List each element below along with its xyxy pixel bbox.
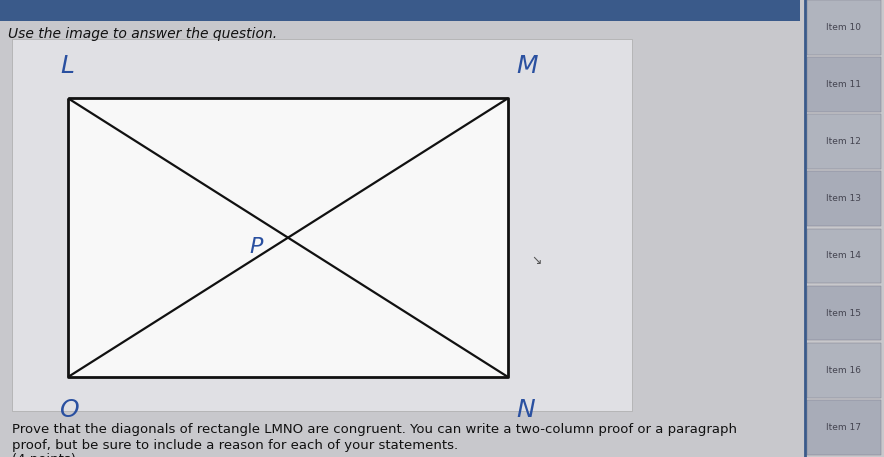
FancyBboxPatch shape — [12, 39, 632, 411]
Text: ↘: ↘ — [530, 254, 541, 267]
FancyBboxPatch shape — [807, 0, 880, 55]
Text: P: P — [249, 237, 263, 257]
FancyBboxPatch shape — [807, 114, 880, 169]
FancyBboxPatch shape — [807, 171, 880, 226]
FancyBboxPatch shape — [807, 57, 880, 112]
Text: Item 16: Item 16 — [827, 366, 861, 375]
Text: N: N — [516, 398, 535, 422]
Text: Item 14: Item 14 — [827, 251, 861, 260]
Text: O: O — [60, 398, 80, 422]
FancyBboxPatch shape — [807, 400, 880, 455]
FancyBboxPatch shape — [0, 0, 800, 21]
Text: Item 13: Item 13 — [827, 194, 861, 203]
FancyBboxPatch shape — [807, 286, 880, 340]
FancyBboxPatch shape — [68, 98, 508, 377]
Text: proof, but be sure to include a reason for each of your statements.: proof, but be sure to include a reason f… — [12, 439, 458, 452]
FancyBboxPatch shape — [807, 343, 880, 398]
Text: (4 points): (4 points) — [12, 453, 76, 457]
FancyBboxPatch shape — [807, 228, 880, 283]
Text: Item 17: Item 17 — [827, 423, 861, 432]
Text: Item 11: Item 11 — [827, 80, 861, 89]
Text: Use the image to answer the question.: Use the image to answer the question. — [8, 27, 277, 41]
Text: Item 12: Item 12 — [827, 137, 861, 146]
Text: M: M — [516, 53, 537, 78]
Text: Item 10: Item 10 — [827, 23, 861, 32]
Text: L: L — [60, 53, 74, 78]
Text: Item 15: Item 15 — [827, 308, 861, 318]
Text: Prove that the diagonals of rectangle LMNO are congruent. You can write a two-co: Prove that the diagonals of rectangle LM… — [12, 423, 737, 436]
